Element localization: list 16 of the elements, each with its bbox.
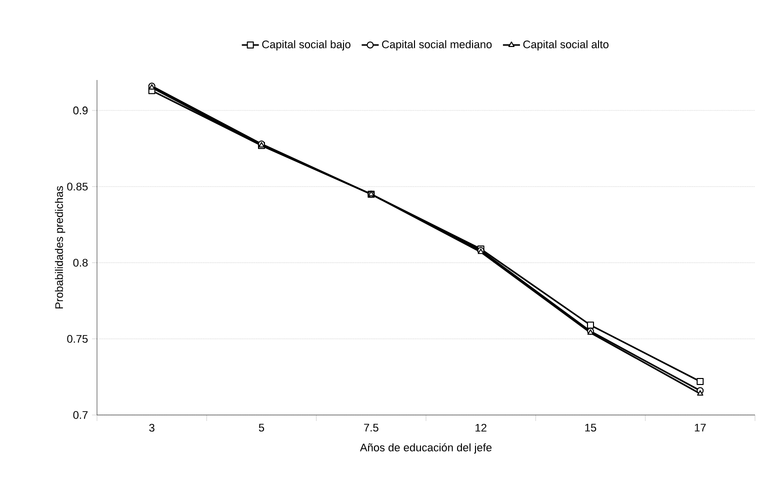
legend-label: Capital social mediano	[382, 40, 492, 50]
legend-label: Capital social bajo	[262, 40, 350, 50]
y-tick-label: 0.75	[67, 334, 88, 343]
x-axis-title: Años de educación del jefe	[360, 443, 492, 454]
y-axis-title: Probabilidades predichas	[54, 186, 66, 308]
y-tick-label: 0.85	[67, 182, 88, 190]
x-tick-label: 12	[476, 424, 486, 432]
x-tick-label: 5	[258, 424, 264, 432]
x-tick-label: 15	[585, 424, 596, 432]
legend-label: Capital social alto	[523, 40, 608, 50]
x-tick-label: 7.5	[364, 424, 378, 432]
y-tick-label: 0.7	[73, 411, 88, 419]
x-tick-label: 17	[694, 424, 706, 432]
y-tick-label: 0.9	[73, 106, 88, 114]
x-tick-label: 3	[149, 424, 154, 432]
y-tick-label: 0.8	[73, 258, 88, 267]
